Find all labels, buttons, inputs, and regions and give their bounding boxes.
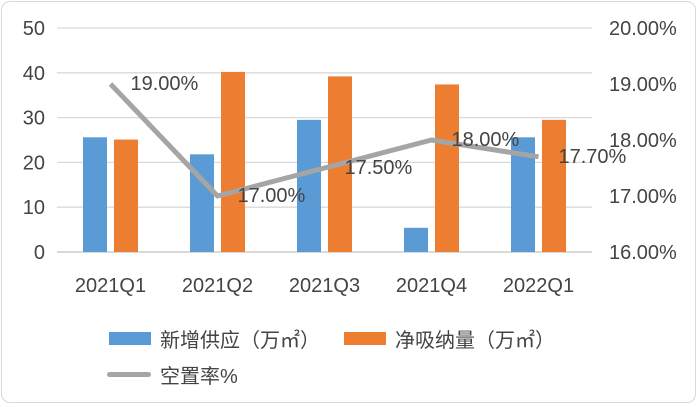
right-axis-tick: 16.00% bbox=[609, 242, 677, 264]
right-axis-tick: 17.00% bbox=[609, 186, 677, 208]
combo-chart: 0 10 20 30 40 50 16.00% 17.00% 18.00% 19.00% 20.00… bbox=[23, 18, 677, 297]
bar-new-supply-2021Q4 bbox=[404, 227, 428, 252]
left-axis-tick: 0 bbox=[34, 242, 45, 264]
vacancy-rate-line bbox=[108, 82, 539, 199]
vacancy-rate-data-label: 17.00% bbox=[238, 185, 306, 207]
bar-new-supply-2021Q1 bbox=[83, 137, 107, 252]
x-axis-label: 2021Q3 bbox=[289, 275, 360, 297]
x-axis-label: 2022Q1 bbox=[503, 275, 574, 297]
left-axis-tick: 50 bbox=[23, 18, 45, 40]
legend-label-vacancy-rate: 空置率% bbox=[160, 366, 238, 388]
x-axis-label: 2021Q4 bbox=[396, 275, 467, 297]
right-axis-tick: 20.00% bbox=[609, 18, 677, 40]
bar-net-absorption-2021Q2 bbox=[221, 71, 245, 253]
x-axis-label: 2021Q2 bbox=[182, 275, 253, 297]
vacancy-rate-data-label: 18.00% bbox=[452, 129, 520, 151]
left-axis-tick: 40 bbox=[23, 63, 45, 85]
bar-new-supply-2021Q3 bbox=[297, 119, 321, 252]
vacancy-rate-data-label: 17.70% bbox=[559, 146, 627, 168]
bar-net-absorption-2021Q1 bbox=[114, 139, 138, 252]
left-axis-tick: 10 bbox=[23, 197, 45, 219]
x-axis-label: 2021Q1 bbox=[75, 275, 146, 297]
legend-label-new-supply: 新增供应（万㎡） bbox=[160, 330, 320, 352]
left-axis-tick: 30 bbox=[23, 108, 45, 130]
bar-net-absorption-2022Q1 bbox=[542, 119, 566, 252]
legend-label-net-absorption: 净吸纳量（万㎡） bbox=[395, 330, 555, 352]
legend-row-line: 空置率% bbox=[107, 360, 238, 389]
right-axis-tick: 18.00% bbox=[609, 130, 677, 152]
right-axis-tick: 19.00% bbox=[609, 74, 677, 96]
left-axis-tick: 20 bbox=[23, 152, 45, 174]
legend-swatch-new-supply bbox=[109, 332, 151, 345]
legend-row-bars: 新增供应（万㎡） 净吸纳量（万㎡） bbox=[109, 324, 555, 353]
bar-net-absorption-2021Q4 bbox=[435, 84, 459, 252]
legend-swatch-vacancy-rate bbox=[107, 372, 151, 377]
legend-swatch-net-absorption bbox=[344, 332, 386, 345]
vacancy-rate-data-label: 17.50% bbox=[345, 157, 413, 179]
vacancy-rate-data-label: 19.00% bbox=[131, 73, 199, 95]
